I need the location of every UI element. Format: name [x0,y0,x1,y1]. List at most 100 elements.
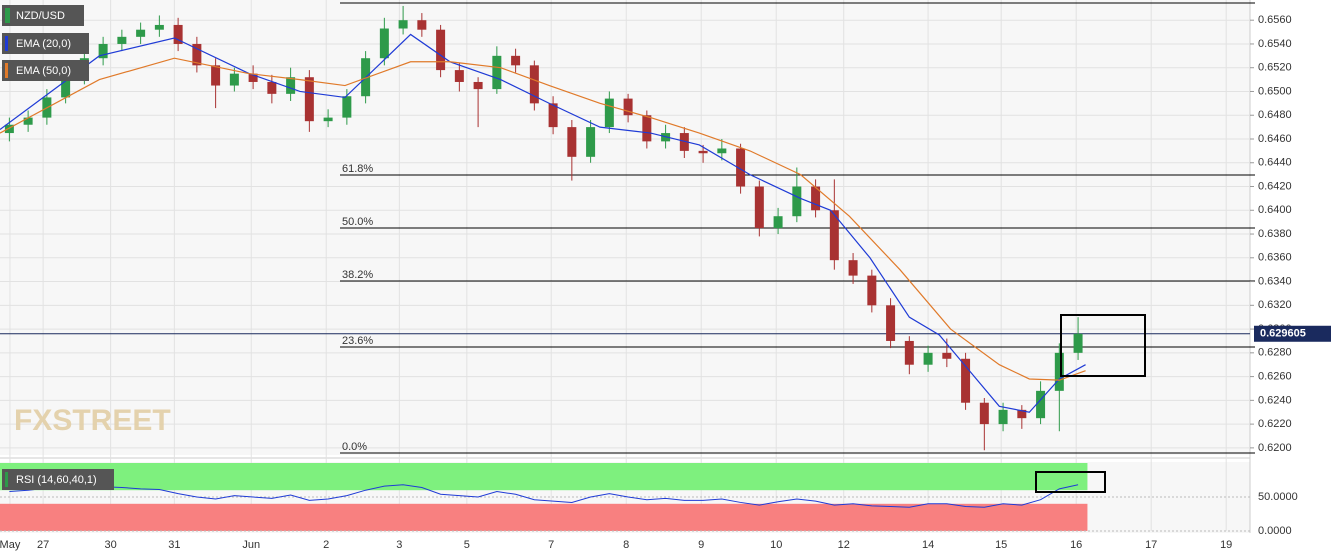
candle-body [323,117,333,122]
y-tick-label: 0.6440 [1258,157,1292,169]
rsi-line [9,484,1079,508]
y-tick-label: 0.6500 [1258,85,1292,97]
legend-swatch [5,472,8,487]
ema-line [0,33,1086,413]
legend-box [2,469,114,490]
candle-body [942,352,952,359]
candle-body [736,148,746,187]
y-tick-label: 0.6340 [1258,275,1292,287]
candle-body [886,305,896,341]
y-tick-label: 0.6460 [1258,133,1292,145]
x-tick-label: 8 [623,539,629,551]
price-tag [1254,325,1331,342]
y-tick-label: 0.6320 [1258,299,1292,311]
y-tick-label: 0.6220 [1258,418,1292,430]
candle-body [754,186,764,229]
candle-body [998,409,1008,425]
y-tick-label: 0.6240 [1258,394,1292,406]
candle-body [342,96,352,118]
y-tick-label: 50.0000 [1258,491,1298,503]
candle-body [267,81,277,94]
candle-body [286,77,296,94]
y-tick-label: 0.6540 [1258,38,1292,50]
candle-body [717,148,727,154]
candle-body [698,150,708,154]
candle-body [304,77,314,122]
legend-box [2,60,89,81]
y-tick-label: 0.6420 [1258,180,1292,192]
y-tick-label: 0.6520 [1258,62,1292,74]
y-tick-label: 0.6560 [1258,14,1292,26]
x-tick-label: 16 [1070,539,1082,551]
x-tick-label: 17 [1145,539,1157,551]
candle-body [511,55,521,66]
candle-body [811,186,821,211]
x-tick-label: 5 [464,539,470,551]
fib-label: 50.0% [342,216,373,228]
legend-swatch [5,63,8,78]
candle-body [1017,409,1027,419]
candle-body [642,115,652,142]
x-tick-label: 9 [698,539,704,551]
candle-body [979,402,989,425]
candle-body [229,73,239,86]
highlight-box [1035,471,1106,493]
candle-body [436,29,446,71]
ema-line [0,57,1086,381]
x-tick-label: 27 [37,539,49,551]
legend-label: EMA (50,0) [16,65,71,77]
candle-body [1073,333,1083,353]
candle-body [904,340,914,365]
legend-label: EMA (20,0) [16,38,71,50]
candle-body [173,24,183,44]
x-tick-label: May [0,539,21,551]
candle-body [829,210,839,261]
y-tick-label: 0.6260 [1258,370,1292,382]
fib-label: 23.6% [342,335,373,347]
y-tick-label: 0.6200 [1258,442,1292,454]
candle-body [923,352,933,365]
candle-body [61,77,71,98]
watermark: FXSTREET [14,404,171,437]
legend: NZD/USD EMA (20,0) EMA (50,0) RSI (14,60… [2,5,114,490]
y-tick-label: 0.0000 [1258,525,1292,537]
candle-body [848,260,858,276]
candle-body [248,73,258,82]
candle-body [154,24,164,30]
candle-body [398,20,408,29]
grid [0,0,1250,531]
candle-body [623,98,633,116]
legend-box [2,5,84,26]
marks: 61.8% 50.0% 38.2% 23.6% 0.0% [0,2,1255,532]
candle-body [492,55,502,90]
x-tick-label: 10 [770,539,782,551]
candle-body [1036,390,1046,419]
candle-body [792,186,802,217]
candle-body [192,43,202,66]
candle-body [117,36,127,44]
x-tick-label: 15 [995,539,1007,551]
fib-label: 0.0% [342,441,367,453]
fib-label: 61.8% [342,163,373,175]
rsi-title: RSI (14,60,40,1) [16,474,97,486]
candle-body [473,81,483,90]
overbought-band [0,463,1088,491]
candle-body [211,65,221,86]
candle-body [454,70,464,82]
candle-body [567,127,577,157]
x-tick-label: 31 [168,539,180,551]
x-tick-label: 19 [1220,539,1232,551]
y-tick-label: 0.6360 [1258,252,1292,264]
y-tick-label: 0.6480 [1258,109,1292,121]
candle-body [379,28,389,59]
candle-body [23,117,33,125]
y-tick-label: 0.6400 [1258,204,1292,216]
x-tick-label: 3 [396,539,402,551]
candle-body [98,43,108,59]
x-tick-label: 2 [323,539,329,551]
candle-body [961,358,971,403]
x-tick-label: 30 [104,539,116,551]
price-tag-label: 0.629605 [1260,328,1306,340]
fib-label: 38.2% [342,269,373,281]
